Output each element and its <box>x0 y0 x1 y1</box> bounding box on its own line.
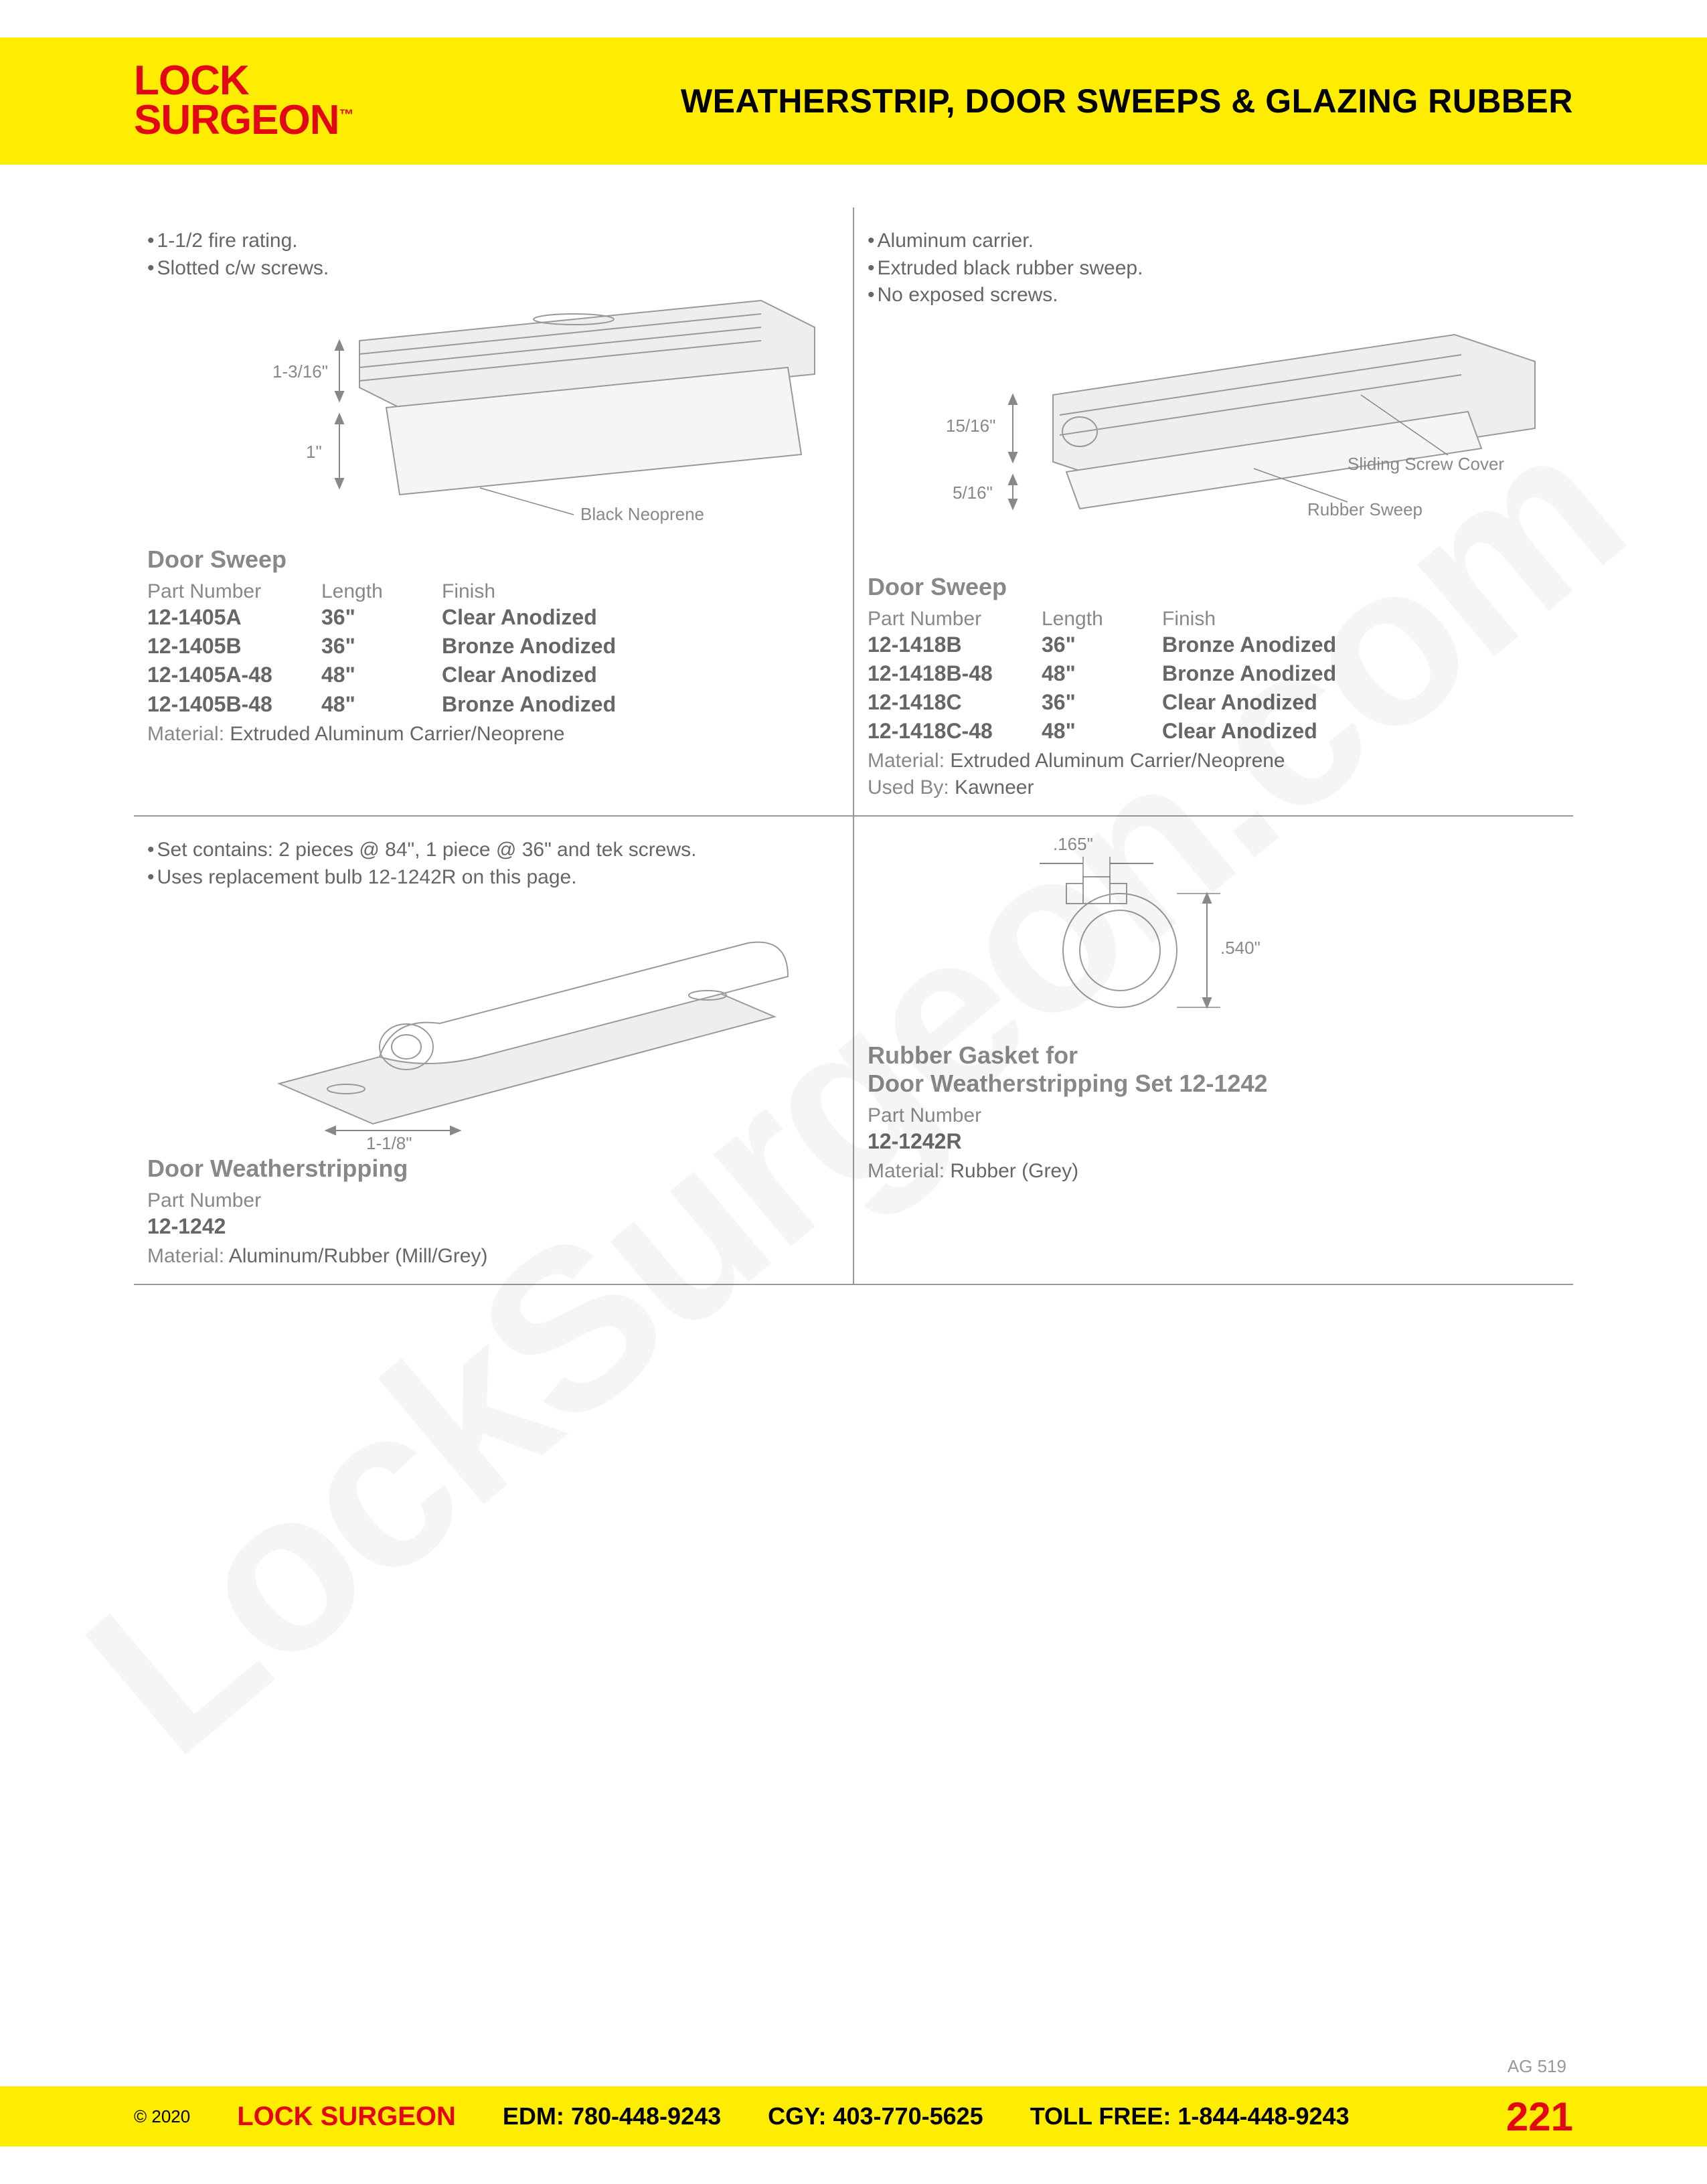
table-row: 12-1405B36"Bronze Anodized <box>147 632 839 661</box>
product-notes: Aluminum carrier. Extruded black rubber … <box>868 228 1560 309</box>
table-row: 12-1405A36"Clear Anodized <box>147 603 839 632</box>
copyright: © 2020 <box>134 2106 190 2127</box>
contact-tollfree: TOLL FREE: 1-844-448-9243 <box>1030 2102 1350 2130</box>
table-row: 12-1405A-4848"Clear Anodized <box>147 661 839 689</box>
content: 1-1/2 fire rating. Slotted c/w screws. <box>134 207 1573 1285</box>
svg-text:Rubber Sweep: Rubber Sweep <box>1307 499 1422 519</box>
table-header: Part Number Length Finish <box>147 580 839 603</box>
material: Material: Aluminum/Rubber (Mill/Grey) <box>147 1245 839 1268</box>
table-row: 12-1242 <box>147 1212 839 1241</box>
product-notes: 1-1/2 fire rating. Slotted c/w screws. <box>147 228 839 282</box>
diagram-rubber-gasket-1242r: .165" .540" <box>868 837 1560 1037</box>
row-1: 1-1/2 fire rating. Slotted c/w screws. <box>134 207 1573 817</box>
diagram-weatherstripping-1242: 1-1/8" <box>147 896 839 1151</box>
product-title: Door Weatherstripping <box>147 1155 839 1183</box>
logo-line1: LOCK <box>134 62 353 101</box>
svg-text:5/16": 5/16" <box>953 483 993 503</box>
table-header: Part Number <box>147 1189 839 1212</box>
svg-text:.165": .165" <box>1053 837 1093 854</box>
footer-bar: © 2020 LOCK SURGEON EDM: 780-448-9243 CG… <box>0 2086 1707 2147</box>
header-bar: LOCK SURGEON™ WEATHERSTRIP, DOOR SWEEPS … <box>0 37 1707 165</box>
table-row: 12-1418B36"Bronze Anodized <box>868 631 1560 659</box>
table-row: 12-1418B-4848"Bronze Anodized <box>868 659 1560 688</box>
logo-line2: SURGEON™ <box>134 101 353 141</box>
product-1242r: .165" .540" Rubber Gasket for Door Weath… <box>853 817 1573 1284</box>
material: Material: Extruded Aluminum Carrier/Neop… <box>868 750 1560 772</box>
product-1418: Aluminum carrier. Extruded black rubber … <box>853 207 1573 815</box>
footer-brand: LOCK SURGEON <box>237 2102 456 2132</box>
table-header: Part Number <box>868 1104 1560 1127</box>
row-2: Set contains: 2 pieces @ 84", 1 piece @ … <box>134 817 1573 1285</box>
material: Material: Extruded Aluminum Carrier/Neop… <box>147 723 839 746</box>
svg-text:1-1/8": 1-1/8" <box>366 1133 412 1151</box>
contact-edm: EDM: 780-448-9243 <box>503 2102 721 2130</box>
table-row: 12-1418C-4848"Clear Anodized <box>868 717 1560 746</box>
used-by: Used By: Kawneer <box>868 776 1560 799</box>
product-title: Door Sweep <box>868 573 1560 601</box>
product-title-l2: Door Weatherstripping Set 12-1242 <box>868 1070 1560 1098</box>
dim-h1: 1-3/16" <box>272 361 328 382</box>
product-notes: Set contains: 2 pieces @ 84", 1 piece @ … <box>147 837 839 891</box>
table-row: 12-1242R <box>868 1127 1560 1156</box>
svg-text:15/16": 15/16" <box>946 416 995 436</box>
table-header: Part Number Length Finish <box>868 608 1560 631</box>
svg-text:.540": .540" <box>1220 938 1261 958</box>
diagram-door-sweep-1418: 15/16" 5/16" Sliding Screw Cover Rubber … <box>868 315 1560 569</box>
table-row: 12-1405B-4848"Bronze Anodized <box>147 690 839 719</box>
product-title-l1: Rubber Gasket for <box>868 1041 1560 1070</box>
logo: LOCK SURGEON™ <box>134 62 353 141</box>
table-row: 12-1418C36"Clear Anodized <box>868 688 1560 717</box>
material: Material: Rubber (Grey) <box>868 1160 1560 1183</box>
contact-cgy: CGY: 403-770-5625 <box>768 2102 983 2130</box>
diagram-door-sweep-1405: 1-3/16" 1" Black Neoprene <box>147 287 839 541</box>
footer-code: AG 519 <box>1508 2056 1566 2077</box>
svg-text:Sliding Screw Cover: Sliding Screw Cover <box>1348 454 1504 474</box>
svg-text:Black Neoprene: Black Neoprene <box>580 504 704 524</box>
page-title: WEATHERSTRIP, DOOR SWEEPS & GLAZING RUBB… <box>681 82 1573 120</box>
svg-text:1": 1" <box>306 442 322 462</box>
page-number: 221 <box>1506 2094 1573 2140</box>
product-title: Door Sweep <box>147 545 839 574</box>
product-1242: Set contains: 2 pieces @ 84", 1 piece @ … <box>134 817 853 1284</box>
product-1405: 1-1/2 fire rating. Slotted c/w screws. <box>134 207 853 815</box>
